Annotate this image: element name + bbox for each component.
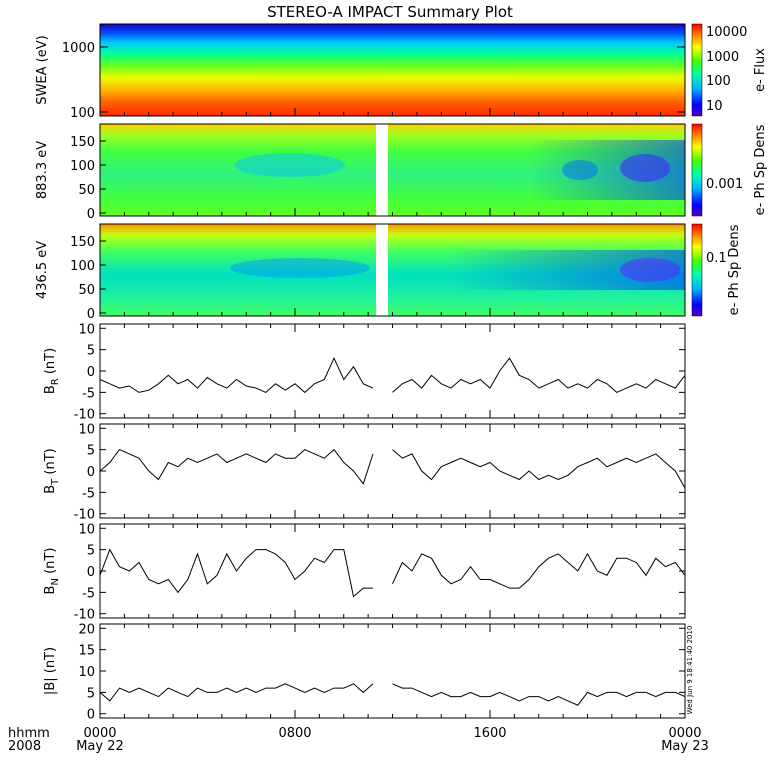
pad883-ytick-label: 150 [70, 135, 95, 150]
btot-series-line [99, 683, 374, 702]
br-frame [99, 323, 686, 419]
swea-colorbar [691, 23, 703, 117]
pad883-data-gap [376, 124, 388, 216]
bt-ytick-label: 10 [78, 422, 95, 437]
bn-ytick-label: 10 [78, 522, 95, 537]
pad436-blue-patch [230, 258, 370, 278]
xtick-date-label: May 23 [661, 739, 709, 754]
btot-ytick-label: 10 [78, 665, 95, 680]
xtick-time-label: 0000 [668, 726, 701, 741]
pad436-blue-patch [620, 258, 680, 282]
bt-frame [99, 423, 686, 519]
br-ytick-label: -5 [82, 386, 95, 401]
pad436-ytick-label: 50 [78, 283, 95, 298]
btot-ytick-label: 20 [78, 622, 95, 637]
swea-panel: 100 1000 SWEA (eV) 10000 1000 100 10 e- … [35, 23, 768, 121]
bn-ytick-label: 0 [87, 565, 95, 580]
pad436-ylabel: 436.5 eV [35, 241, 50, 299]
bt-series-line [392, 449, 686, 489]
pad883-blue-patch [562, 160, 598, 180]
br-panel: -10 -5 0 5 10 BR (nT) [43, 322, 686, 423]
bn-panel: -10 -5 0 5 10 BN (nT) [43, 522, 686, 623]
pad883-colorbar [691, 123, 703, 217]
bn-ytick-label: -10 [74, 608, 95, 623]
xaxis-row1-label: hhmm [8, 726, 50, 741]
btot-ylabel: |B| (nT) [43, 647, 58, 695]
swea-ytick-label: 100 [70, 106, 95, 121]
pad883-ytick-label: 50 [78, 183, 95, 198]
pad883-colorbar-tick: 0.001 [706, 177, 743, 192]
swea-colorbar-tick: 10000 [706, 25, 747, 40]
pad436-colorbar-tick: 0.1 [706, 251, 727, 266]
btot-panel: 0 5 10 15 20 |B| (nT) [43, 622, 686, 723]
bt-ytick-label: 0 [87, 465, 95, 480]
xtick-time-label: 0000 [83, 726, 116, 741]
pad883-ytick-label: 0 [87, 207, 95, 222]
swea-heatmap [100, 24, 685, 116]
br-series-line [392, 357, 686, 393]
xtick-time-label: 1600 [473, 726, 506, 741]
xaxis-row2-label: 2008 [8, 739, 41, 754]
pad436-ytick-label: 0 [87, 307, 95, 322]
pad436-ytick-label: 150 [70, 235, 95, 250]
bn-frame [99, 523, 686, 619]
br-ytick-label: 0 [87, 365, 95, 380]
pad436-yticks: 0 50 100 150 [70, 235, 106, 322]
pad436-colorbar [691, 223, 703, 317]
bn-ytick-label: 5 [87, 544, 95, 559]
swea-colorbar-label: e- Flux [753, 48, 768, 92]
pad436-data-gap [376, 224, 388, 316]
swea-colorbar-tick: 10 [706, 99, 723, 114]
btot-ytick-label: 0 [87, 708, 95, 723]
btot-ytick-label: 5 [87, 686, 95, 701]
btot-frame [99, 623, 686, 719]
pad883-colorbar-label: e- Ph Sp Dens [753, 124, 768, 215]
swea-colorbar-tick: 100 [706, 74, 731, 89]
bn-ylabel: BN (nT) [43, 548, 61, 595]
bn-series-line [99, 548, 373, 598]
pad883-blue-patch [235, 153, 345, 177]
pad883-ytick-label: 100 [70, 159, 95, 174]
xtick-time-label: 0800 [278, 726, 311, 741]
swea-yticks: 100 1000 [62, 41, 685, 121]
pad436-panel: 0 50 100 150 436.5 eV 0.1 e- Ph Sp Dens [35, 223, 742, 322]
btot-series-line [392, 683, 686, 706]
pad883-ylabel: 883.3 eV [35, 141, 50, 199]
bt-ytick-label: 5 [87, 444, 95, 459]
pad436-colorbar-label: e- Ph Sp Dens [727, 224, 742, 315]
bt-ytick-label: -10 [74, 508, 95, 523]
br-ylabel: BR (nT) [43, 348, 61, 394]
btot-ytick-label: 15 [78, 644, 95, 659]
br-ytick-label: 10 [78, 322, 95, 337]
swea-colorbar-tick: 1000 [706, 50, 739, 65]
pad883-blue-patch [620, 154, 670, 182]
pad436-ytick-label: 100 [70, 259, 95, 274]
swea-ylabel: SWEA (eV) [35, 35, 50, 104]
bt-ytick-label: -5 [82, 486, 95, 501]
magnetic-field-panels: -10 -5 0 5 10 BR (nT) -10 -5 0 5 10 BT (nT) -10 -5 0 5 1… [43, 108, 686, 723]
pad883-panel: 0 50 100 150 883.3 eV 0.001 e- Ph Sp Den… [35, 123, 768, 222]
swea-ytick-label: 1000 [62, 41, 95, 56]
xtick-date-label: May 22 [76, 739, 124, 754]
plot-timestamp: Wed Jun 9 18:41:40 2010 [686, 626, 694, 715]
br-ytick-label: 5 [87, 344, 95, 359]
bn-ytick-label: -5 [82, 586, 95, 601]
bt-ylabel: BT (nT) [43, 448, 61, 494]
bn-series-line [392, 552, 686, 589]
br-ytick-label: -10 [74, 408, 95, 423]
pad883-yticks: 0 50 100 150 [70, 135, 106, 222]
chart-title: STEREO-A IMPACT Summary Plot [267, 3, 513, 21]
bt-series-line [99, 448, 374, 485]
bt-panel: -10 -5 0 5 10 BT (nT) [43, 422, 686, 523]
br-series-line [99, 356, 374, 394]
